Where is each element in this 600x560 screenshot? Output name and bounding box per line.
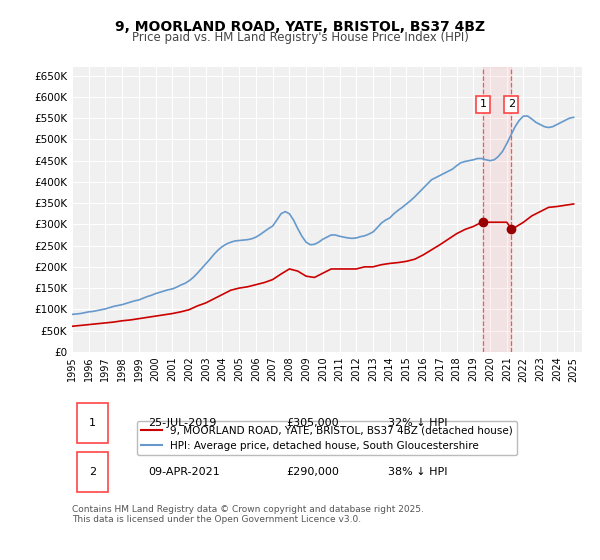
Bar	[483, 67, 511, 352]
FancyBboxPatch shape	[77, 452, 108, 492]
Text: 2: 2	[508, 99, 515, 109]
FancyBboxPatch shape	[77, 403, 108, 442]
Text: Contains HM Land Registry data © Crown copyright and database right 2025.
This d: Contains HM Land Registry data © Crown c…	[72, 505, 424, 524]
Text: 25-JUL-2019: 25-JUL-2019	[149, 418, 217, 428]
Text: 09-APR-2021: 09-APR-2021	[149, 467, 220, 477]
Text: 1: 1	[479, 99, 487, 109]
Text: 1: 1	[89, 418, 96, 428]
Text: £305,000: £305,000	[286, 418, 339, 428]
Text: Price paid vs. HM Land Registry's House Price Index (HPI): Price paid vs. HM Land Registry's House …	[131, 31, 469, 44]
Text: 9, MOORLAND ROAD, YATE, BRISTOL, BS37 4BZ: 9, MOORLAND ROAD, YATE, BRISTOL, BS37 4B…	[115, 20, 485, 34]
Text: 38% ↓ HPI: 38% ↓ HPI	[388, 467, 448, 477]
Text: £290,000: £290,000	[286, 467, 339, 477]
Legend: 9, MOORLAND ROAD, YATE, BRISTOL, BS37 4BZ (detached house), HPI: Average price, : 9, MOORLAND ROAD, YATE, BRISTOL, BS37 4B…	[137, 421, 517, 455]
Text: 32% ↓ HPI: 32% ↓ HPI	[388, 418, 448, 428]
Text: 2: 2	[89, 467, 96, 477]
